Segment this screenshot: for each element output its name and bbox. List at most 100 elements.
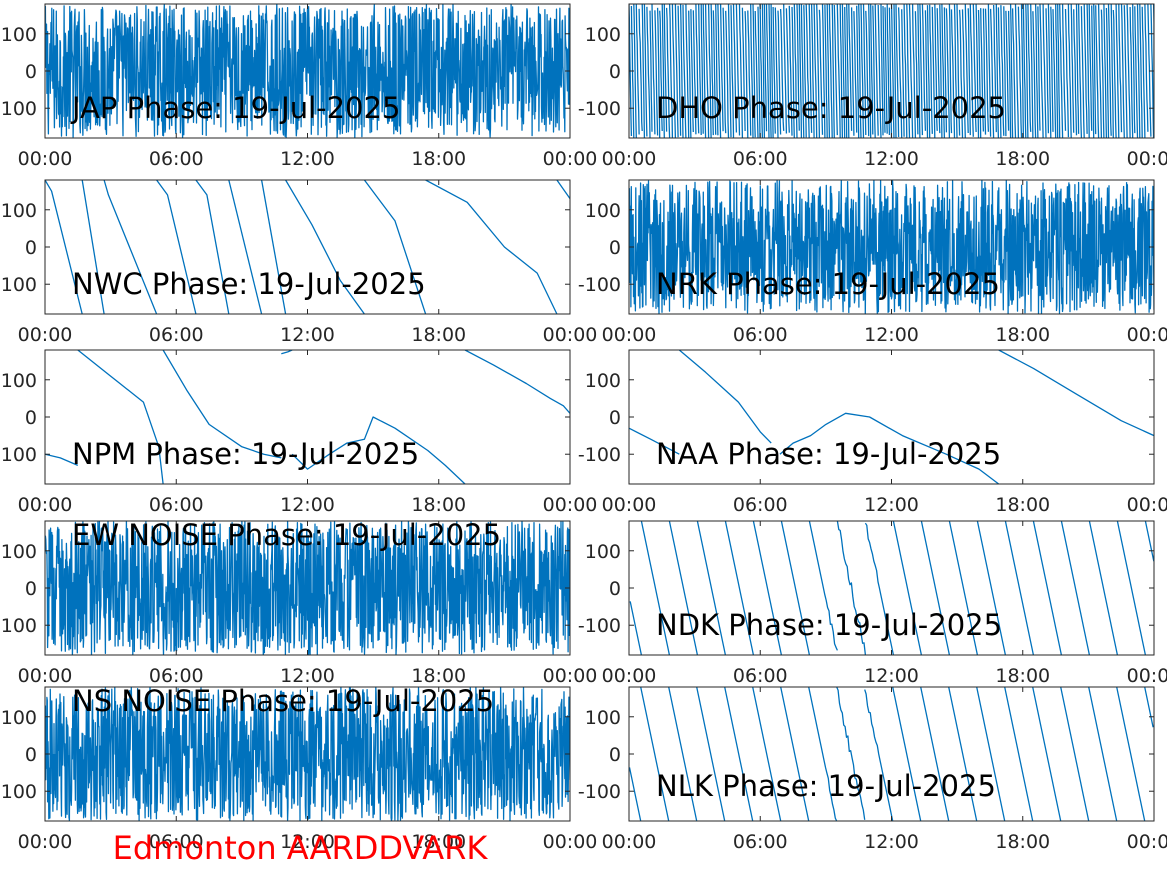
series-line xyxy=(914,11,919,135)
series-line xyxy=(1009,4,1014,138)
series-line xyxy=(1126,4,1131,138)
series-line xyxy=(1037,6,1041,131)
x-tick-label: 18:00 xyxy=(411,665,466,687)
series-line xyxy=(1034,4,1039,138)
y-tick-label: -100 xyxy=(578,615,621,637)
y-tick-label: 0 xyxy=(25,578,37,600)
series-line xyxy=(738,4,744,138)
chart-panel-9: 00:00 06:00 12:00 18:00 00:00 100 0 -100 NS NOIS… xyxy=(0,684,597,853)
series-line xyxy=(793,4,798,138)
x-tick-label: 00:00 xyxy=(543,148,598,170)
series-line xyxy=(763,4,768,132)
series-line xyxy=(690,9,694,133)
series-line xyxy=(629,180,1154,314)
series-line xyxy=(1025,4,1029,138)
series-line xyxy=(997,7,1002,138)
x-tick-label: 12:00 xyxy=(864,831,919,853)
series-line xyxy=(643,4,648,137)
series-line xyxy=(1144,521,1154,562)
series-line xyxy=(45,453,79,466)
series-line xyxy=(911,4,917,138)
x-tick-label: 06:00 xyxy=(149,665,204,687)
x-tick-label: 00:00 xyxy=(1127,665,1167,687)
series-line xyxy=(886,4,891,136)
series-line xyxy=(929,4,933,134)
series-line xyxy=(633,4,637,138)
series-line xyxy=(195,180,230,314)
series-line xyxy=(1088,521,1119,655)
series-line xyxy=(920,521,951,655)
series-line xyxy=(1032,687,1062,821)
series-line xyxy=(1105,7,1110,138)
series-line xyxy=(1057,4,1061,138)
x-tick-label: 12:00 xyxy=(280,148,335,170)
x-tick-label: 18:00 xyxy=(995,665,1050,687)
y-tick-label: -100 xyxy=(0,98,37,120)
x-tick-label: 00:00 xyxy=(18,324,73,346)
series-line xyxy=(1064,8,1070,138)
series-line xyxy=(765,4,770,138)
series-line xyxy=(698,4,702,136)
series-line xyxy=(710,4,714,136)
series-line xyxy=(1110,4,1114,138)
series-line xyxy=(103,180,158,314)
series-line xyxy=(1115,4,1120,138)
series-line xyxy=(81,180,105,314)
x-tick-label: 06:00 xyxy=(149,831,204,853)
series-line xyxy=(641,4,646,138)
series-line xyxy=(1060,521,1091,655)
series-line xyxy=(744,11,749,138)
series-line xyxy=(707,4,712,138)
series-line xyxy=(850,7,855,136)
series-line xyxy=(752,521,783,655)
series-line xyxy=(780,687,810,821)
series-line xyxy=(926,5,931,138)
series-line-group xyxy=(45,687,570,821)
series-line xyxy=(719,4,724,132)
y-tick-label: 0 xyxy=(609,237,621,259)
x-tick-label: 12:00 xyxy=(864,494,919,516)
series-line xyxy=(1116,521,1147,655)
series-line xyxy=(1045,8,1050,134)
series-line xyxy=(1003,6,1007,137)
y-tick-label: -100 xyxy=(578,444,621,466)
series-line xyxy=(285,180,365,314)
series-line xyxy=(780,521,811,655)
series-line xyxy=(45,180,83,314)
series-line xyxy=(969,4,974,137)
y-tick-label: -100 xyxy=(0,615,37,637)
series-line xyxy=(752,687,782,821)
series-line xyxy=(754,10,759,138)
series-line xyxy=(805,4,810,138)
series-line xyxy=(696,687,726,821)
series-line xyxy=(945,8,951,138)
x-tick-label: 12:00 xyxy=(280,494,335,516)
series-line xyxy=(808,4,813,133)
chart-panel-5: 00:00 06:00 12:00 18:00 00:00 100 0 -100 NPM Pha… xyxy=(0,349,597,516)
series-line xyxy=(828,4,833,138)
series-line xyxy=(870,4,874,135)
series-line xyxy=(674,4,679,138)
series-line xyxy=(291,416,466,484)
series-line xyxy=(1123,5,1128,138)
series-line xyxy=(976,521,1007,655)
series-line xyxy=(750,4,754,138)
series-line xyxy=(1007,10,1012,138)
series-line xyxy=(770,4,774,138)
series-line xyxy=(934,4,938,131)
y-tick-label: 0 xyxy=(609,744,621,766)
panel-title: JAP Phase: 19-Jul-2025 xyxy=(70,91,400,125)
series-line xyxy=(688,10,692,138)
series-line xyxy=(984,8,990,132)
y-tick-label: 100 xyxy=(1,707,37,729)
series-line xyxy=(1011,8,1017,138)
series-line xyxy=(836,687,866,820)
series-line xyxy=(747,10,752,136)
x-tick-label: 12:00 xyxy=(280,831,335,853)
series-line xyxy=(1055,4,1059,138)
series-line xyxy=(1091,5,1095,138)
series-line xyxy=(798,4,803,138)
series-line xyxy=(761,4,766,138)
series-line xyxy=(939,4,943,138)
y-tick-label: 0 xyxy=(609,578,621,600)
